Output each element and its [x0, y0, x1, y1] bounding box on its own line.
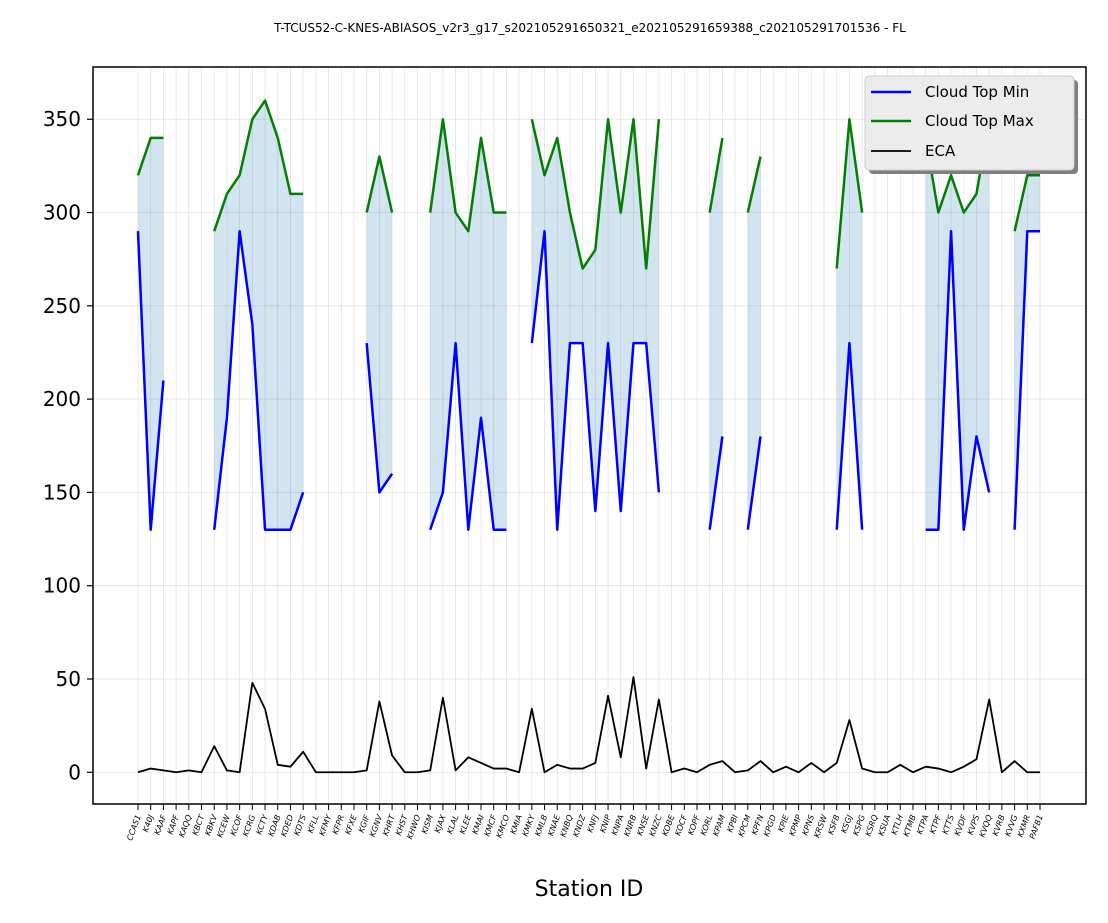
x-axis-label: Station ID [535, 877, 644, 902]
gridlines [93, 67, 1086, 804]
y-tick-label: 0 [68, 760, 81, 784]
min-max-fill-area [214, 100, 304, 530]
cloud-top-max-line [136, 99, 1040, 270]
min-max-fill-area [138, 137, 164, 530]
series-lines [136, 99, 1040, 774]
legend-box [864, 75, 1075, 171]
x-axis: CCAS1K40JKAAFKAPFKAQQKBCTKBKVKCEWKCOFKCR… [125, 804, 1045, 842]
min-max-fill-area [1014, 175, 1040, 530]
legend-label-eca: ECA [925, 142, 956, 160]
x-tick-label: KFXE [343, 813, 359, 836]
y-tick-label: 50 [56, 667, 81, 691]
legend: Cloud Top Min Cloud Top Max ECA [864, 75, 1078, 174]
min-max-fill-area [366, 156, 393, 493]
y-axis: 0 50 100 150 200 250 300 350 [43, 107, 93, 784]
legend-label-cloud-top-max: Cloud Top Max [925, 112, 1034, 130]
y-tick-label: 150 [43, 480, 81, 504]
y-tick-label: 300 [43, 201, 81, 225]
y-tick-label: 350 [43, 107, 81, 131]
min-max-fill-area [709, 137, 723, 530]
cloud-top-min-line [136, 229, 1040, 531]
legend-label-cloud-top-min: Cloud Top Min [925, 83, 1029, 101]
y-tick-label: 100 [43, 574, 81, 598]
min-max-fill-area [430, 119, 507, 530]
eca-line [137, 676, 1040, 774]
plot-frame [92, 66, 1087, 805]
x-tick-label: CCAS1 [125, 814, 143, 842]
y-tick-label: 200 [43, 387, 81, 411]
chart-title: T-TCUS52-C-KNES-ABIASOS_v2r3_g17_s202105… [273, 21, 906, 35]
min-max-fill-area [747, 156, 761, 530]
y-tick-label: 250 [43, 294, 81, 318]
